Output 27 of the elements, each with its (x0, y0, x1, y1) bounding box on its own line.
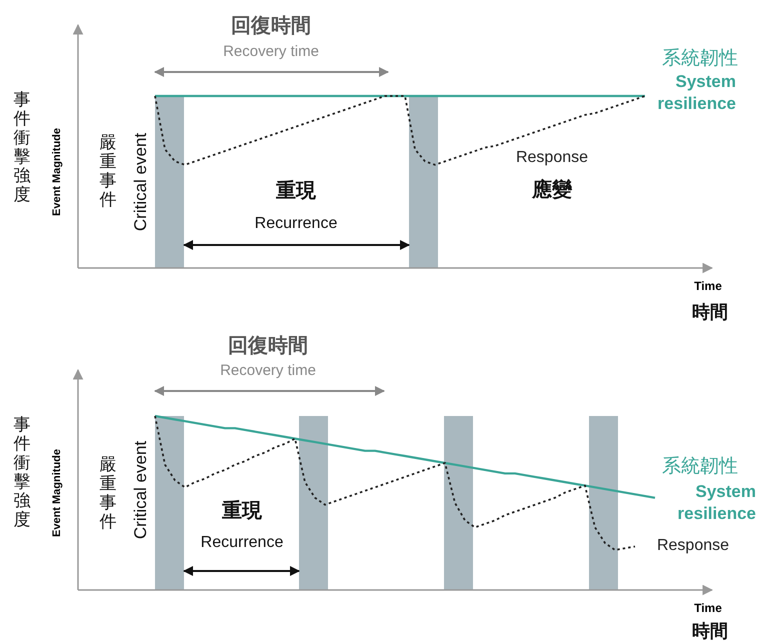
text: 系統韌性 (662, 48, 738, 69)
text: 時間 (692, 621, 728, 641)
text: 事件衝擊強度 (14, 415, 30, 529)
series-label: System resilience (658, 72, 736, 113)
text: Recovery time (223, 43, 319, 60)
series-label: Response (516, 149, 588, 166)
text: 嚴重事件 (100, 455, 116, 531)
annotation: 應變 (531, 178, 573, 201)
y-axis-title: Event Magnitude (51, 128, 63, 216)
series-label: Response (656, 537, 730, 554)
text: 系統韌性 (662, 456, 738, 477)
text: Recovery time (220, 362, 316, 379)
text: 嚴重事件 (100, 133, 116, 209)
annotation: Critical event (131, 440, 150, 540)
annotation: Critical event (131, 132, 150, 232)
y-axis-title: Event Magnitude (51, 448, 63, 538)
annotation: Recurrence (200, 534, 284, 551)
annotation: 重現 (275, 179, 317, 202)
annotation: 重現 (221, 499, 263, 522)
series-label: System resilience (678, 482, 756, 523)
text: 回復時間 (231, 15, 311, 37)
text: 時間 (692, 302, 728, 322)
x-axis-title: Time (694, 601, 722, 615)
x-axis-title: Time (694, 279, 722, 293)
annotation: Recurrence (254, 215, 338, 232)
text: 事件衝擊強度 (14, 90, 30, 204)
text: 回復時間 (228, 335, 308, 357)
